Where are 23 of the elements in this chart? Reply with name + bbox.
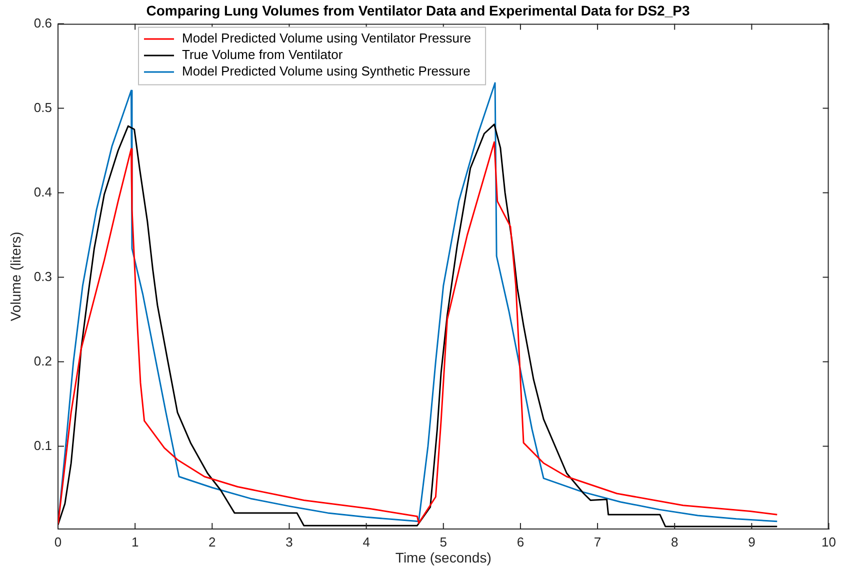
x-tick-label: 1 — [131, 534, 139, 550]
legend-label: True Volume from Ventilator — [182, 47, 344, 62]
x-tick-label: 8 — [671, 534, 678, 550]
chart-title: Comparing Lung Volumes from Ventilator Data and Experimental Data for DS2_P3 — [146, 2, 690, 18]
x-tick-label: 10 — [822, 534, 836, 550]
x-tick-label: 7 — [594, 534, 602, 550]
x-axis-title: Time (seconds) — [395, 549, 492, 566]
x-tick-label: 4 — [362, 534, 370, 550]
y-axis-title: Volume (liters) — [7, 232, 24, 322]
x-tick-label: 3 — [286, 534, 293, 550]
y-tick-label: 0.5 — [34, 100, 52, 115]
y-tick-label: 0.4 — [34, 184, 52, 200]
y-tick-label: 0.3 — [34, 268, 52, 284]
x-tick-label: 0 — [54, 534, 62, 550]
x-tick-label: 9 — [748, 534, 756, 550]
legend-label: Model Predicted Volume using Synthetic Pressure — [182, 64, 470, 79]
y-tick-label: 0.2 — [34, 353, 52, 368]
x-tick-label: 5 — [440, 534, 447, 550]
x-tick-label: 6 — [516, 534, 524, 550]
x-tick-label: 2 — [208, 534, 216, 550]
y-tick-label: 0.6 — [34, 15, 52, 30]
y-tick-label: 0.1 — [34, 438, 52, 453]
legend-label: Model Predicted Volume using Ventilator Pressure — [182, 30, 472, 46]
